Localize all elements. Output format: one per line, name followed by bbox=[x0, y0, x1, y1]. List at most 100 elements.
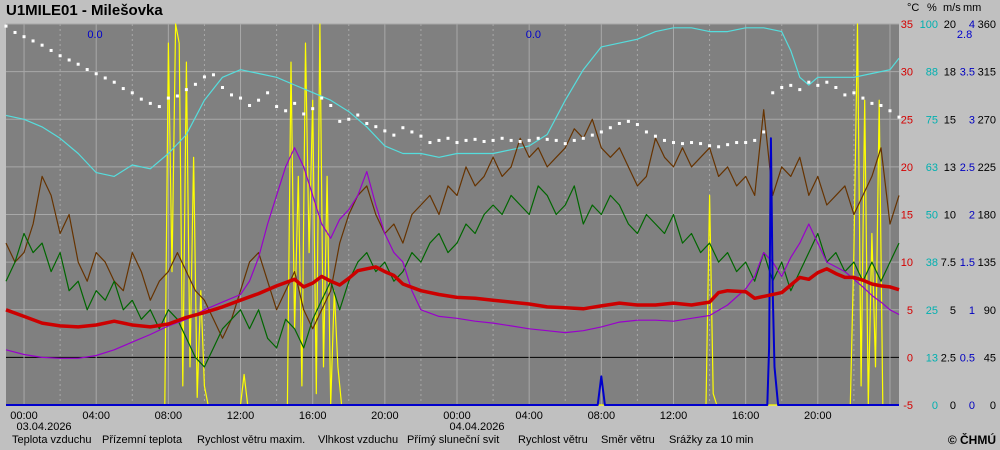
direction-point bbox=[699, 142, 703, 146]
unit-celsius: °C bbox=[907, 2, 920, 14]
y-tick-gust: 13 bbox=[944, 162, 956, 174]
direction-point bbox=[455, 141, 459, 145]
x-tick-label: 16:00 bbox=[299, 410, 327, 422]
direction-point bbox=[202, 75, 206, 79]
x-date-label: 03.04.2026 bbox=[17, 421, 72, 432]
direction-point bbox=[482, 139, 486, 143]
direction-point bbox=[690, 141, 694, 145]
y-tick-gust: 0 bbox=[950, 400, 956, 412]
y-tick-temperature: 5 bbox=[907, 305, 913, 317]
direction-point bbox=[157, 105, 161, 109]
direction-point bbox=[897, 115, 901, 119]
direction-point bbox=[22, 35, 26, 39]
y-tick-direction: 135 bbox=[978, 257, 996, 269]
y-tick-humidity: 100 bbox=[920, 19, 938, 31]
direction-point bbox=[464, 138, 468, 142]
y-tick-wind: 1.5 bbox=[960, 257, 975, 269]
direction-point bbox=[527, 138, 531, 142]
direction-point bbox=[347, 117, 351, 121]
series-ground bbox=[5, 147, 900, 359]
y-tick-temperature: 30 bbox=[901, 67, 913, 79]
direction-point bbox=[662, 138, 666, 142]
direction-point bbox=[681, 142, 685, 146]
direction-point bbox=[329, 103, 333, 107]
y-tick-gust: 7.5 bbox=[941, 257, 956, 269]
y-tick-wind: 2.5 bbox=[960, 162, 975, 174]
y-tick-temperature: 20 bbox=[901, 162, 913, 174]
precip-total-label: 0.0 bbox=[87, 29, 102, 41]
x-tick-label: 16:00 bbox=[732, 410, 760, 422]
direction-point bbox=[762, 130, 766, 134]
direction-point bbox=[58, 54, 62, 58]
direction-point bbox=[121, 87, 125, 91]
direction-point bbox=[94, 72, 98, 76]
y-tick-wind: 2 bbox=[969, 210, 975, 222]
direction-point bbox=[735, 141, 739, 145]
direction-point bbox=[284, 109, 288, 113]
direction-point bbox=[789, 83, 793, 87]
series-gust bbox=[5, 109, 900, 339]
series-precip bbox=[6, 137, 899, 406]
direction-point bbox=[166, 96, 170, 100]
direction-point bbox=[554, 138, 558, 142]
direction-point bbox=[31, 39, 35, 43]
legend-gust: Rychlost větru maxim. bbox=[197, 434, 306, 446]
direction-point bbox=[590, 133, 594, 137]
direction-point bbox=[383, 129, 387, 133]
y-tick-direction: 270 bbox=[978, 114, 996, 126]
legend-wind: Rychlost větru bbox=[518, 434, 588, 446]
direction-point bbox=[608, 126, 612, 130]
x-tick-label: 20:00 bbox=[804, 410, 832, 422]
unit-ms: m/s bbox=[943, 2, 961, 14]
y-tick-wind: 0.5 bbox=[960, 352, 975, 364]
y-tick-wind: 3.5 bbox=[960, 67, 975, 79]
direction-point bbox=[581, 136, 585, 140]
y-tick-gust: 2.5 bbox=[941, 352, 956, 364]
chart-title: U1MILE01 - Milešovka bbox=[6, 2, 163, 19]
legend: Teplota vzduchu Přízemní teplota Rychlos… bbox=[0, 432, 1000, 450]
direction-point bbox=[708, 144, 712, 148]
series-humidity bbox=[5, 27, 900, 177]
x-axis-labels: 20:00 00:00 04:00 08:00 12:00 16:00 20:00 00:00… bbox=[10, 410, 832, 432]
direction-point bbox=[870, 101, 874, 105]
direction-point bbox=[644, 130, 648, 134]
direction-point bbox=[545, 137, 549, 141]
direction-point bbox=[491, 138, 495, 142]
y-tick-humidity: 38 bbox=[926, 257, 938, 269]
direction-point bbox=[257, 98, 261, 102]
direction-point bbox=[653, 134, 657, 138]
direction-point bbox=[536, 136, 540, 140]
annotations: 0.0 0.0 2.8 bbox=[87, 29, 972, 41]
direction-point bbox=[67, 58, 71, 62]
direction-point bbox=[807, 80, 811, 84]
direction-point bbox=[112, 80, 116, 84]
y-tick-direction: 225 bbox=[978, 162, 996, 174]
x-tick-label: 08:00 bbox=[155, 410, 183, 422]
direction-point bbox=[76, 62, 80, 66]
direction-point bbox=[816, 83, 820, 87]
direction-point bbox=[419, 134, 423, 138]
y-tick-humidity: 88 bbox=[926, 67, 938, 79]
y-tick-temperature: 0 bbox=[907, 352, 913, 364]
direction-point bbox=[825, 80, 829, 84]
y-tick-temperature: 15 bbox=[901, 210, 913, 222]
direction-point bbox=[572, 138, 576, 142]
direction-point bbox=[473, 137, 477, 141]
direction-point bbox=[130, 91, 134, 95]
direction-point bbox=[843, 93, 847, 97]
x-tick-label: 20:00 bbox=[371, 410, 399, 422]
direction-point bbox=[338, 119, 342, 123]
direction-point bbox=[85, 68, 89, 72]
direction-point bbox=[275, 105, 279, 109]
y-tick-wind: 0 bbox=[969, 400, 975, 412]
y-tick-wind: 3 bbox=[969, 114, 975, 126]
series-layer bbox=[4, 23, 901, 406]
direction-point bbox=[148, 101, 152, 105]
meteogram-chart: 35302520151050-5100887563503825130201815… bbox=[4, 19, 996, 432]
direction-point bbox=[211, 73, 215, 77]
y-tick-temperature: 35 bbox=[901, 19, 913, 31]
x-tick-label: 00:00 bbox=[443, 410, 471, 422]
y-tick-gust: 20 bbox=[944, 19, 956, 31]
unit-mm: mm bbox=[963, 2, 982, 14]
direction-point bbox=[888, 109, 892, 113]
